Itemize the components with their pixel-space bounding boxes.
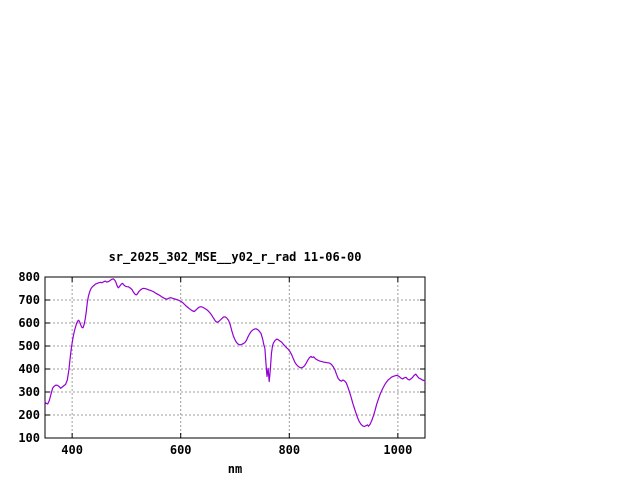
x-tick-label: 400 [61, 443, 83, 457]
y-tick-label: 600 [18, 315, 40, 330]
x-axis-label: nm [227, 462, 243, 476]
y-tick-label: 800 [18, 269, 40, 284]
plot-border [44, 276, 426, 439]
y-tick-label: 400 [18, 361, 40, 376]
y-tick-label: 700 [18, 292, 40, 307]
data-line [44, 278, 426, 428]
x-tick-label: 800 [278, 443, 301, 457]
y-tick-label: 100 [18, 430, 40, 445]
y-tick-label: 300 [18, 384, 40, 399]
x-tick-label: 600 [169, 443, 192, 457]
y-tick-label: 200 [18, 407, 40, 422]
chart-title: sr_2025_302_MSE__y02_r_rad 11-06-00 [108, 250, 362, 264]
x-tick-label: 1000 [383, 443, 413, 457]
y-tick-label: 500 [18, 338, 40, 353]
